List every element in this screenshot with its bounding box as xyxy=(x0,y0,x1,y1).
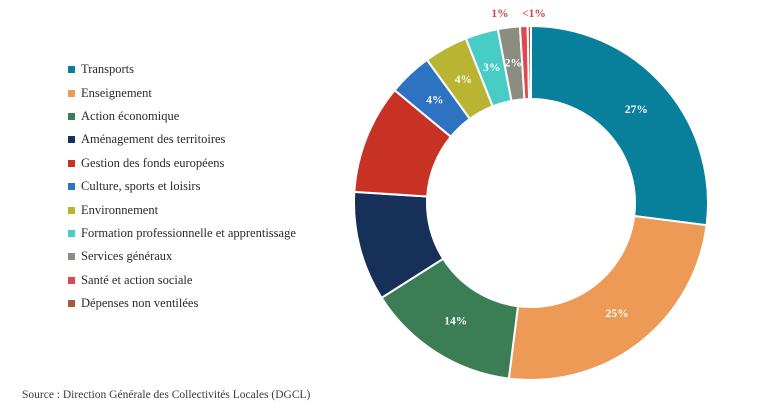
legend-label: Culture, sports et loisirs xyxy=(81,179,201,194)
legend-swatch xyxy=(68,300,75,308)
legend-swatch xyxy=(68,276,75,284)
slice-label: 2% xyxy=(505,58,522,70)
source-note: Source : Direction Générale des Collecti… xyxy=(22,389,311,401)
legend-label: Dépenses non ventilées xyxy=(81,296,199,311)
slice xyxy=(526,24,532,101)
legend-item: Culture, sports et loisirs xyxy=(68,175,368,198)
legend-swatch xyxy=(68,229,75,237)
legend-label: Aménagement des territoires xyxy=(81,132,226,147)
slice-label: 4% xyxy=(455,74,472,86)
legend-label: Enseignement xyxy=(81,85,152,100)
slice-label: 14% xyxy=(444,316,467,328)
slice-label: 27% xyxy=(625,104,648,116)
slice-label: 4% xyxy=(426,95,443,107)
legend-label: Environnement xyxy=(81,202,159,217)
legend-swatch xyxy=(68,66,75,74)
legend-label: Santé et action sociale xyxy=(81,272,193,287)
legend-swatch xyxy=(68,159,75,167)
slice xyxy=(507,214,708,381)
legend-item: Aménagement des territoires xyxy=(68,128,368,151)
legend-item: Services généraux xyxy=(68,245,368,268)
slice-label: 3% xyxy=(483,62,500,74)
legend-item: Environnement xyxy=(68,198,368,221)
slice-outer-label: <1% xyxy=(522,8,546,20)
legend-swatch xyxy=(68,253,75,261)
legend: Transports Enseignement Action économique A… xyxy=(68,58,368,315)
legend-swatch xyxy=(68,89,75,97)
slice-outer-label: 1% xyxy=(491,8,508,20)
legend-label: Action économique xyxy=(81,108,180,123)
legend-item: Gestion des fonds européens xyxy=(68,152,368,175)
legend-swatch xyxy=(68,112,75,120)
slice xyxy=(530,24,709,227)
legend-swatch xyxy=(68,183,75,191)
legend-label: Gestion des fonds européens xyxy=(81,155,225,170)
legend-label: Services généraux xyxy=(81,249,173,264)
legend-item: Transports xyxy=(68,58,368,81)
legend-swatch xyxy=(68,206,75,214)
legend-item: Santé et action sociale xyxy=(68,269,368,292)
slice-label: 25% xyxy=(606,308,629,320)
legend-item: Formation professionnelle et apprentissa… xyxy=(68,222,368,245)
legend-item: Action économique xyxy=(68,105,368,128)
legend-label: Formation professionnelle et apprentissa… xyxy=(81,225,296,240)
legend-item: Dépenses non ventilées xyxy=(68,292,368,315)
legend-label: Transports xyxy=(81,62,135,77)
legend-swatch xyxy=(68,136,75,144)
legend-item: Enseignement xyxy=(68,81,368,104)
